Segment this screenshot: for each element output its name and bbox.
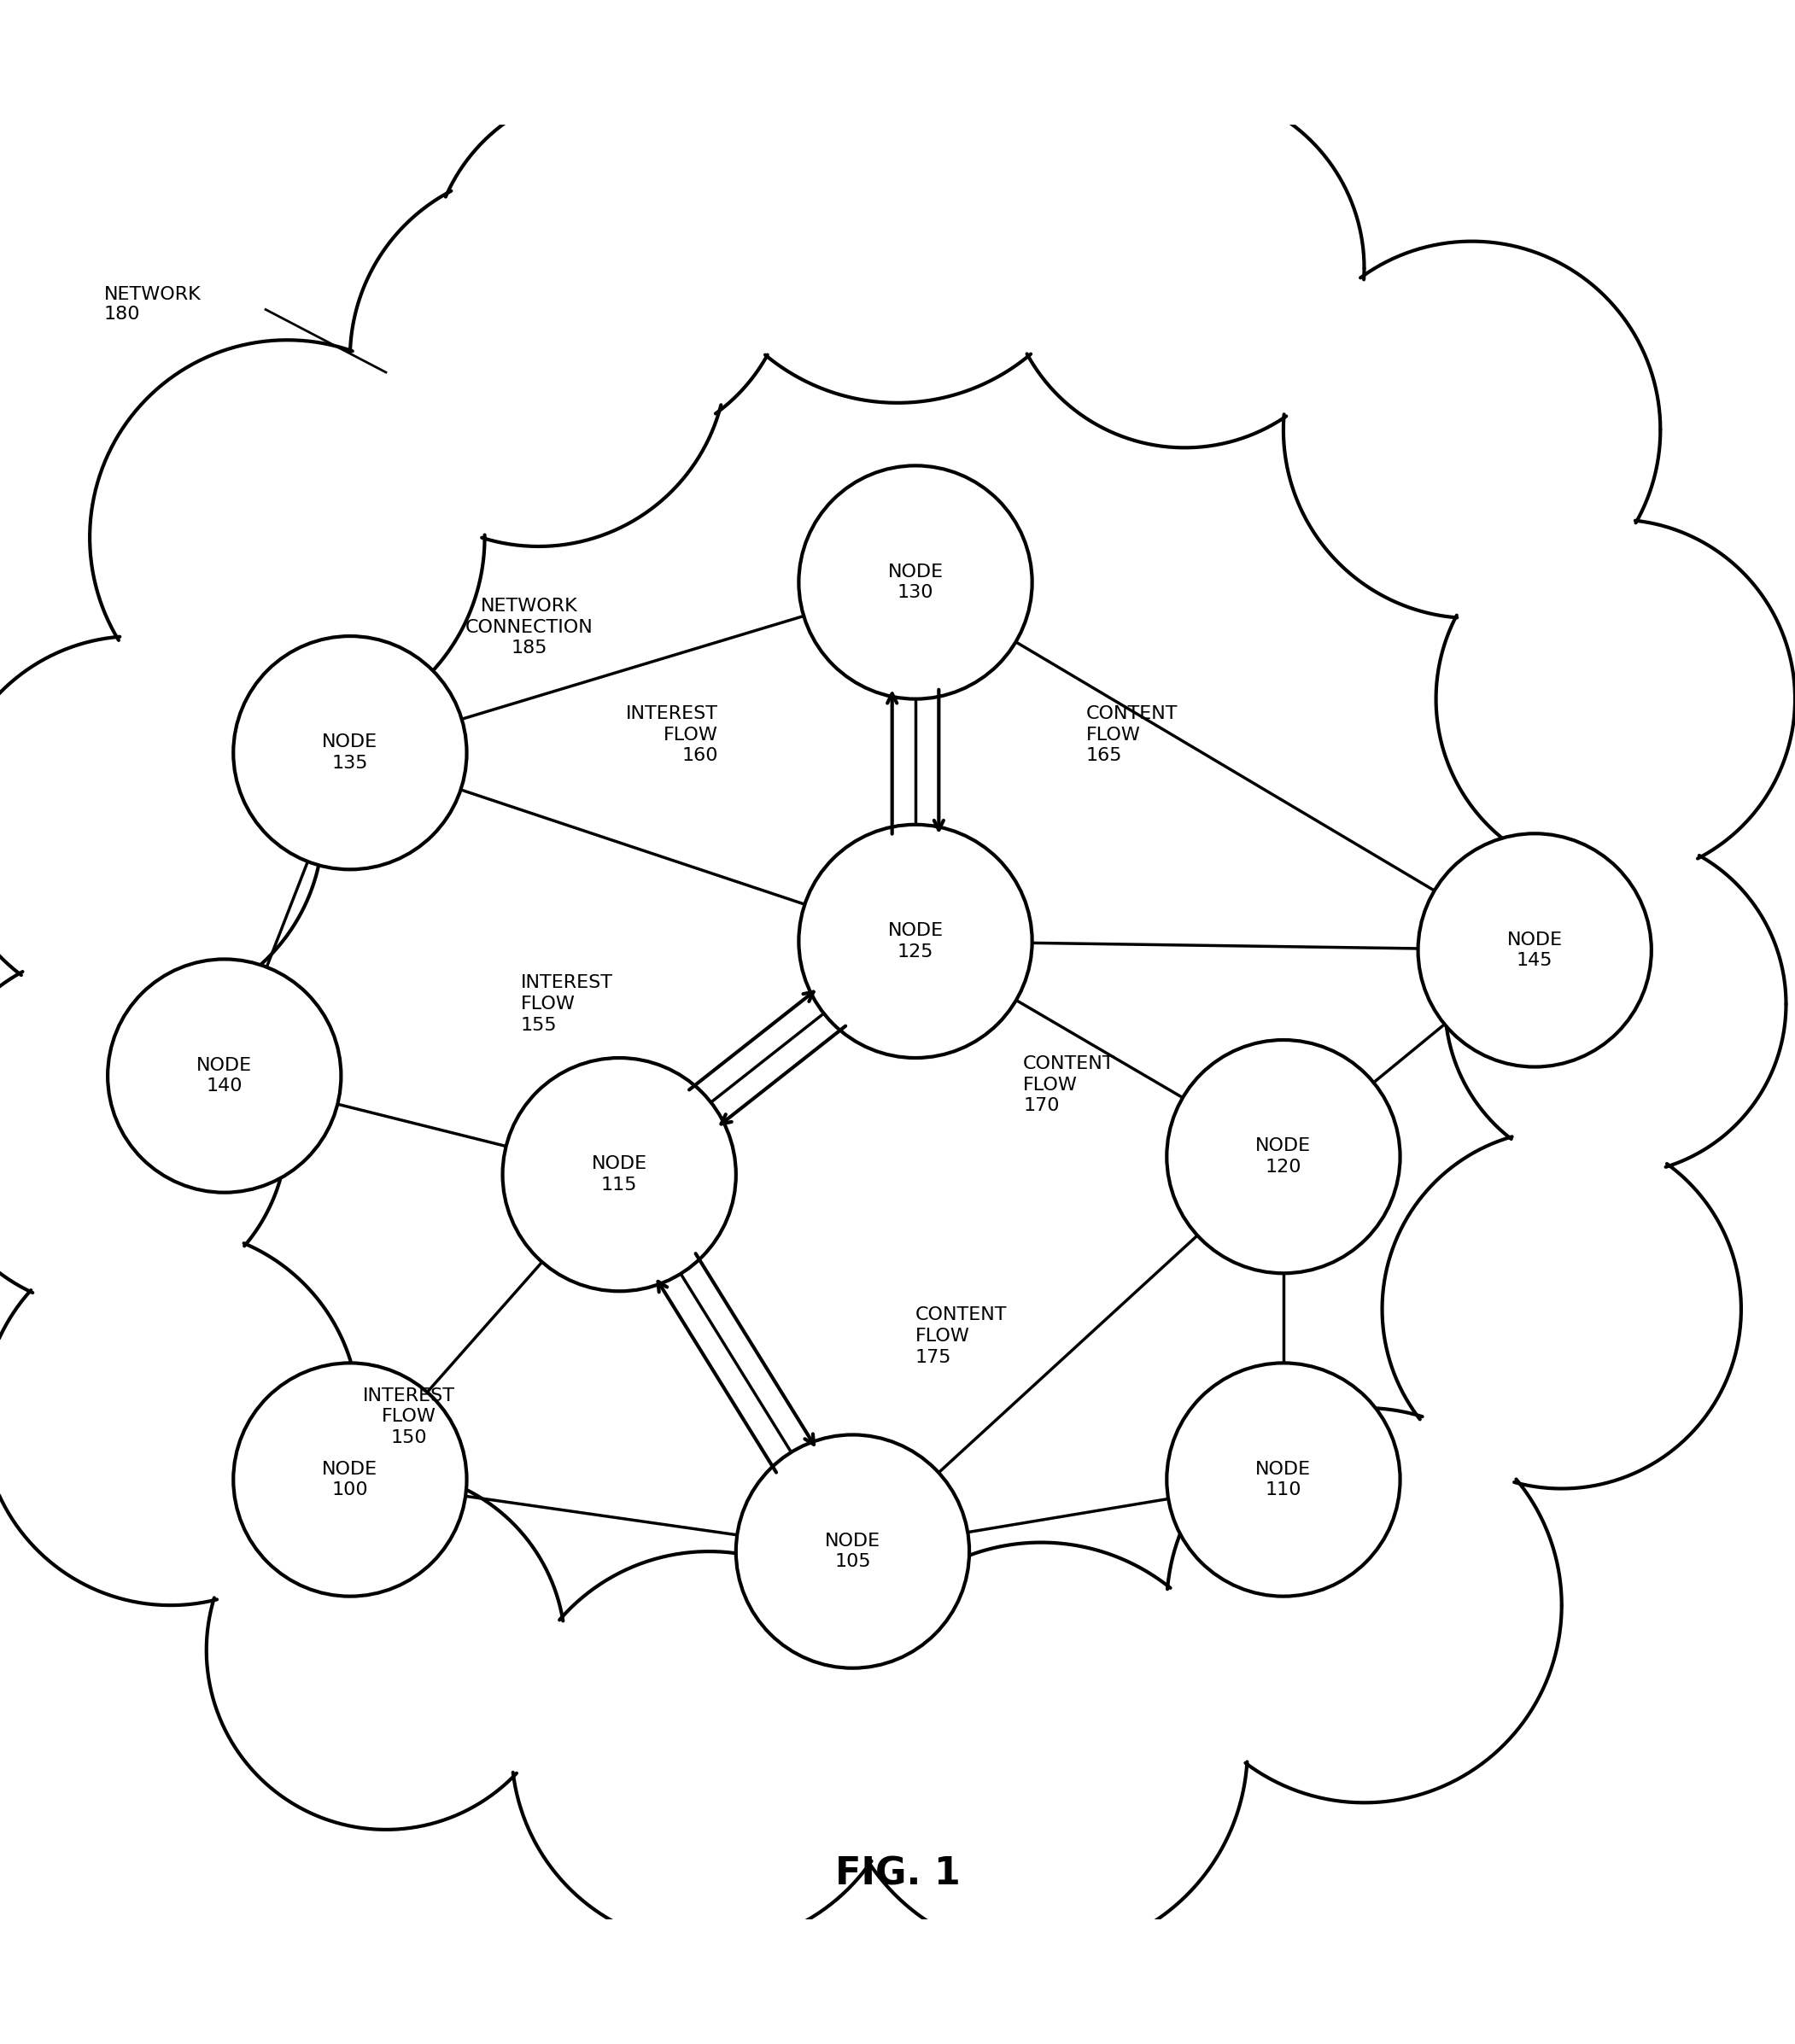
Circle shape xyxy=(1418,834,1651,1067)
Circle shape xyxy=(1167,1040,1400,1273)
Text: INTEREST
FLOW
160: INTEREST FLOW 160 xyxy=(626,705,718,764)
Circle shape xyxy=(799,824,1032,1059)
Circle shape xyxy=(233,636,467,869)
Text: NODE
100: NODE 100 xyxy=(323,1461,377,1498)
Text: CONTENT
FLOW
165: CONTENT FLOW 165 xyxy=(1086,705,1178,764)
Text: INTEREST
FLOW
155: INTEREST FLOW 155 xyxy=(521,975,612,1034)
Text: NODE
140: NODE 140 xyxy=(197,1057,251,1096)
Circle shape xyxy=(736,1435,969,1668)
Circle shape xyxy=(108,959,341,1192)
Circle shape xyxy=(233,1363,467,1596)
Text: NODE
145: NODE 145 xyxy=(1508,932,1562,969)
Text: NODE
105: NODE 105 xyxy=(826,1533,880,1570)
Text: FIG. 1: FIG. 1 xyxy=(835,1856,960,1893)
Text: NODE
120: NODE 120 xyxy=(1256,1136,1310,1175)
Circle shape xyxy=(503,1059,736,1292)
Text: NODE
125: NODE 125 xyxy=(889,922,942,961)
Text: NETWORK
CONNECTION
185: NETWORK CONNECTION 185 xyxy=(465,597,594,656)
Circle shape xyxy=(1167,1363,1400,1596)
Text: NODE
130: NODE 130 xyxy=(889,564,942,601)
Circle shape xyxy=(799,466,1032,699)
Text: NODE
110: NODE 110 xyxy=(1256,1461,1310,1498)
Text: INTEREST
FLOW
150: INTEREST FLOW 150 xyxy=(363,1388,456,1447)
Text: NODE
135: NODE 135 xyxy=(323,734,377,773)
Text: CONTENT
FLOW
175: CONTENT FLOW 175 xyxy=(915,1306,1007,1365)
Text: NETWORK
180: NETWORK 180 xyxy=(104,286,201,323)
Text: CONTENT
FLOW
170: CONTENT FLOW 170 xyxy=(1023,1055,1115,1114)
Text: NODE
115: NODE 115 xyxy=(592,1155,646,1194)
